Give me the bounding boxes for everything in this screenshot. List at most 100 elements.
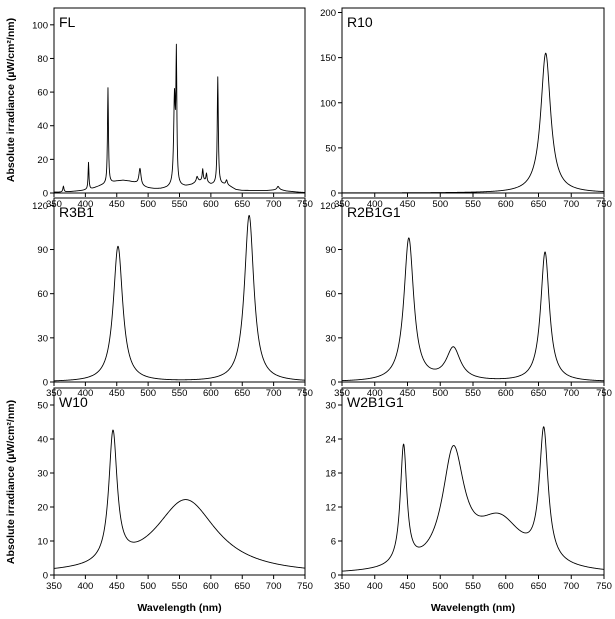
y-tick-label: 90 [37,245,48,256]
x-tick-label: 450 [109,388,125,399]
panel-title: W2B1G1 [347,394,404,410]
x-tick-label: 600 [498,581,514,592]
y-tick-label: 30 [325,333,336,344]
x-tick-label: 700 [563,199,579,210]
y-tick-label: 20 [37,503,48,514]
spectrum-line [341,52,605,194]
x-tick-label: 650 [531,199,547,210]
y-tick-label: 24 [325,435,336,446]
plot-frame [341,387,605,576]
y-tick-label: 200 [320,8,336,19]
plot-frame [341,7,605,194]
x-tick-label: 500 [140,581,156,592]
panel-w2b1g1: 0 6 12 18 24 30 350 400 450 500 550 600 650 700 750 W2B… [325,387,612,614]
plot-frame [53,197,306,383]
x-axis-label: Wavelength (nm) [431,602,515,614]
y-tick-label: 0 [43,189,48,200]
x-tick-label: 600 [203,581,219,592]
x-tick-label: 600 [203,388,219,399]
y-tick-label: 120 [32,201,48,212]
y-tick-label: 18 [325,469,336,480]
y-tick-label: 0 [331,189,336,200]
y-tick-label: 12 [325,503,336,514]
y-tick-label: 30 [37,333,48,344]
x-tick-label: 350 [334,581,350,592]
y-axis-label-top: Absolute irradiance (µW/cm²/nm) [5,18,17,182]
x-tick-label: 550 [465,388,481,399]
panel-title: R3B1 [59,204,94,220]
spectrum-line [53,214,306,382]
x-tick-label: 500 [432,388,448,399]
panel-title: R10 [347,14,373,30]
x-tick-label: 550 [465,199,481,210]
spectrum-line [53,429,306,569]
y-tick-label: 30 [37,469,48,480]
x-tick-label: 550 [172,581,188,592]
y-tick-label: 150 [320,53,336,64]
x-tick-label: 550 [172,199,188,210]
x-tick-label: 650 [234,581,250,592]
y-tick-label: 40 [37,121,48,132]
x-tick-label: 700 [563,581,579,592]
x-tick-label: 400 [77,388,93,399]
y-tick-label: 80 [37,54,48,65]
x-tick-label: 600 [498,199,514,210]
spectrum-line [341,237,605,382]
x-tick-label: 450 [109,581,125,592]
x-tick-label: 400 [367,388,383,399]
y-tick-label: 90 [325,245,336,256]
panel-title: W10 [59,394,88,410]
y-tick-label: 0 [331,378,336,389]
panel-title: R2B1G1 [347,204,401,220]
spectrum-line [53,43,306,193]
x-tick-label: 400 [77,581,93,592]
x-tick-label: 700 [266,199,282,210]
x-tick-label: 650 [234,199,250,210]
x-tick-label: 350 [46,581,62,592]
x-tick-label: 550 [172,388,188,399]
plot-frame [53,7,306,194]
panel-title: FL [59,14,76,30]
y-tick-label: 50 [325,143,336,154]
x-tick-label: 450 [400,581,416,592]
x-tick-label: 700 [266,388,282,399]
x-axis-label: Wavelength (nm) [137,602,221,614]
plot-frame [341,197,605,383]
y-tick-label: 60 [325,289,336,300]
y-tick-label: 20 [37,155,48,166]
y-tick-label: 120 [320,201,336,212]
x-tick-label: 450 [109,199,125,210]
x-tick-label: 650 [531,581,547,592]
y-tick-label: 6 [331,537,336,548]
panel-w10: 0 10 20 30 40 50 350 400 450 500 550 600 650 700 750 W1… [37,387,313,614]
y-tick-label: 100 [32,20,48,31]
y-tick-label: 40 [37,435,48,446]
x-tick-label: 750 [297,581,313,592]
x-tick-label: 550 [465,581,481,592]
x-tick-label: 400 [367,199,383,210]
plot-frame [53,387,306,576]
x-tick-label: 600 [203,199,219,210]
y-tick-label: 60 [37,88,48,99]
x-tick-label: 700 [563,388,579,399]
y-tick-label: 60 [37,289,48,300]
x-tick-label: 650 [234,388,250,399]
x-tick-label: 500 [140,388,156,399]
spectrum-line [341,426,605,572]
x-tick-label: 750 [596,581,612,592]
x-tick-label: 500 [432,581,448,592]
y-tick-label: 100 [320,98,336,109]
y-tick-label: 10 [37,537,48,548]
y-axis-label-bottom: Absolute irradiance (µW/cm²/nm) [5,400,17,564]
x-tick-label: 450 [400,388,416,399]
y-tick-label: 0 [331,571,336,582]
x-tick-label: 400 [77,199,93,210]
x-tick-label: 650 [531,388,547,399]
x-tick-label: 450 [400,199,416,210]
x-tick-label: 400 [367,581,383,592]
